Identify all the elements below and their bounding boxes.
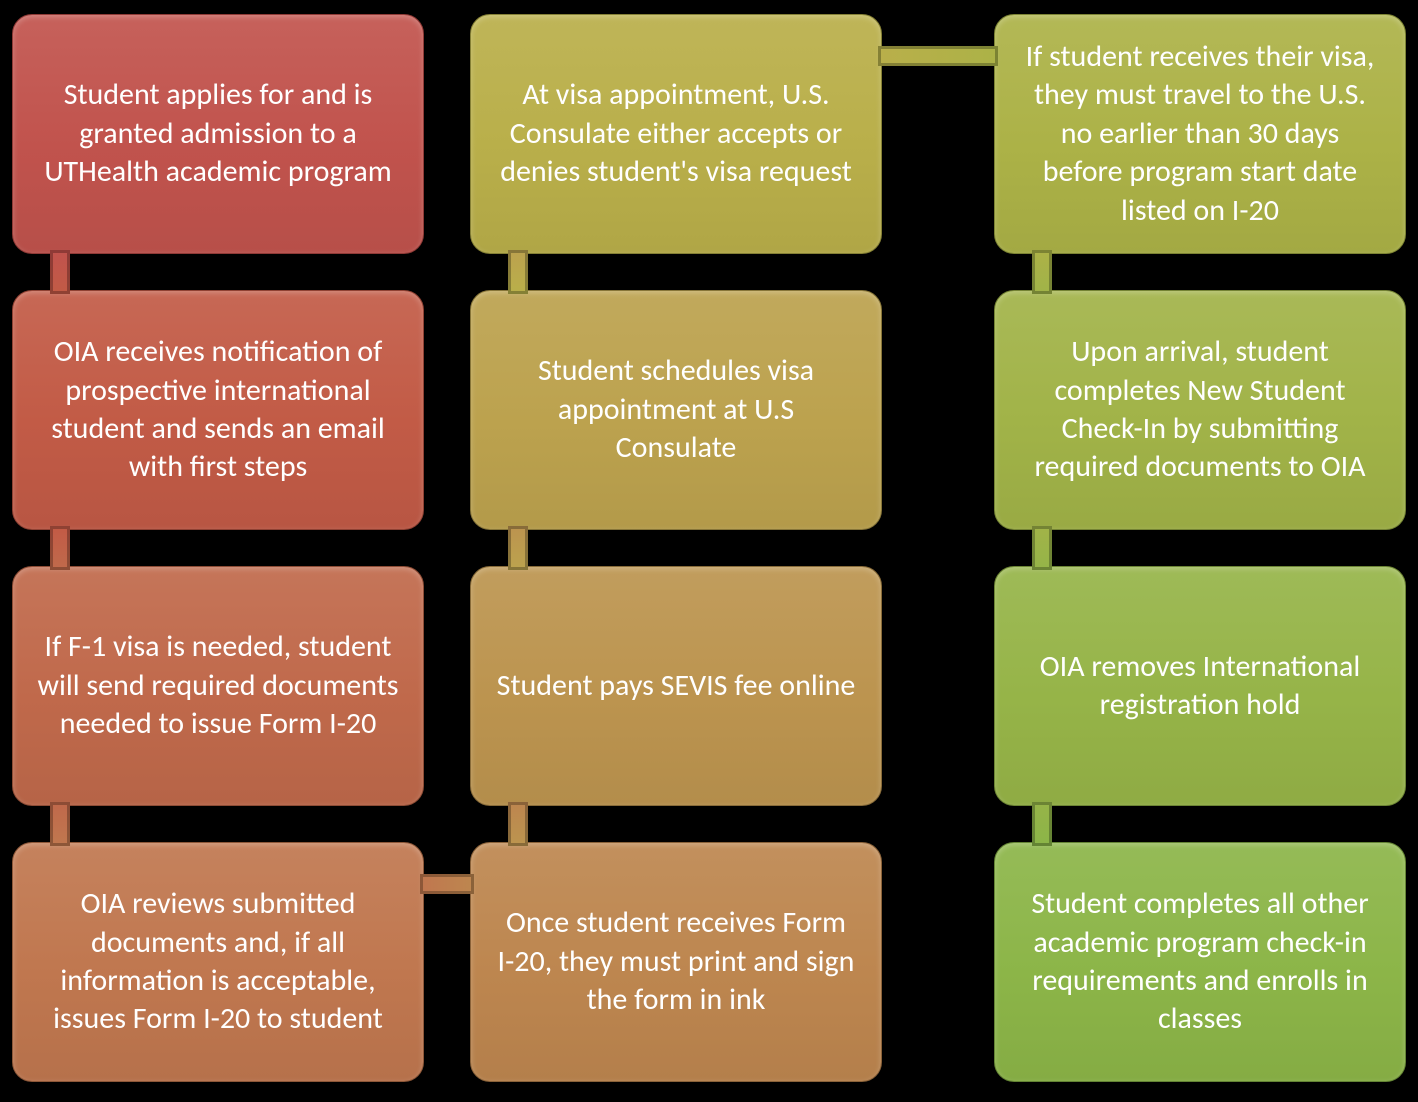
- connector-n9-n10: [1032, 250, 1052, 294]
- connector-inner: [1035, 253, 1049, 291]
- flow-node-n2: OIA receives notification of prospective…: [12, 290, 424, 530]
- flow-node-text: If student receives their visa, they mus…: [1019, 38, 1381, 230]
- connector-n4-n5: [420, 874, 474, 894]
- connector-inner: [511, 805, 525, 843]
- flow-node-text: Student applies for and is granted admis…: [37, 76, 399, 191]
- connector-inner: [1035, 529, 1049, 567]
- flow-node-n7: Student schedules visa appointment at U.…: [470, 290, 882, 530]
- connector-n3-n4: [50, 802, 70, 846]
- flow-node-n6: Student pays SEVIS fee online: [470, 566, 882, 806]
- connector-inner: [423, 877, 471, 891]
- flow-node-n5: Once student receives Form I-20, they mu…: [470, 842, 882, 1082]
- flow-node-n9: If student receives their visa, they mus…: [994, 14, 1406, 254]
- flow-node-n11: OIA removes International registration h…: [994, 566, 1406, 806]
- flow-node-text: OIA removes International registration h…: [1019, 648, 1381, 725]
- connector-n10-n11: [1032, 526, 1052, 570]
- connector-n11-n12: [1032, 802, 1052, 846]
- connector-n8-n9: [878, 46, 998, 66]
- connector-inner: [511, 253, 525, 291]
- connector-n5-n6: [508, 802, 528, 846]
- connector-n2-n3: [50, 526, 70, 570]
- flow-node-text: Student pays SEVIS fee online: [497, 667, 856, 705]
- connector-inner: [511, 529, 525, 567]
- flow-node-n4: OIA reviews submitted documents and, if …: [12, 842, 424, 1082]
- connector-inner: [53, 253, 67, 291]
- connector-inner: [881, 49, 995, 63]
- flow-node-text: At visa appointment, U.S. Consulate eith…: [495, 76, 857, 191]
- connector-n7-n8: [508, 250, 528, 294]
- flow-node-text: OIA receives notification of prospective…: [37, 333, 399, 487]
- flow-node-text: Once student receives Form I-20, they mu…: [495, 904, 857, 1019]
- flow-node-text: OIA reviews submitted documents and, if …: [37, 885, 399, 1039]
- flow-node-n10: Upon arrival, student completes New Stud…: [994, 290, 1406, 530]
- connector-inner: [53, 805, 67, 843]
- flow-node-n12: Student completes all other academic pro…: [994, 842, 1406, 1082]
- flow-node-text: If F-1 visa is needed, student will send…: [37, 628, 399, 743]
- flow-node-text: Student completes all other academic pro…: [1019, 885, 1381, 1039]
- connector-n1-n2: [50, 250, 70, 294]
- flow-node-n1: Student applies for and is granted admis…: [12, 14, 424, 254]
- flow-node-text: Upon arrival, student completes New Stud…: [1019, 333, 1381, 487]
- connector-inner: [1035, 805, 1049, 843]
- flow-node-n3: If F-1 visa is needed, student will send…: [12, 566, 424, 806]
- connector-n6-n7: [508, 526, 528, 570]
- flow-node-text: Student schedules visa appointment at U.…: [495, 352, 857, 467]
- flow-node-n8: At visa appointment, U.S. Consulate eith…: [470, 14, 882, 254]
- connector-inner: [53, 529, 67, 567]
